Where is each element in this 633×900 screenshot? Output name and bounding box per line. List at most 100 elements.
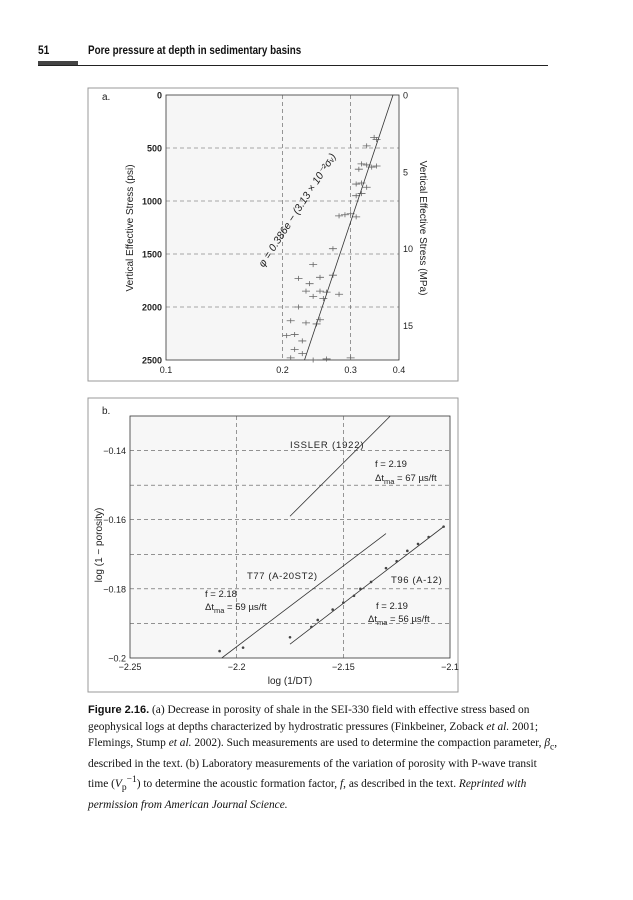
data-point	[352, 594, 356, 598]
data-point	[309, 357, 318, 363]
panel-b-label: b.	[102, 406, 110, 417]
data-point	[316, 274, 325, 280]
caption-etal: et al.	[486, 720, 510, 733]
x-tick-label: −2.15	[332, 662, 355, 672]
y-axis-label-psi: Vertical Effective Stress (psi)	[125, 164, 136, 291]
data-point	[352, 193, 361, 199]
data-point	[282, 333, 291, 339]
data-point	[301, 288, 310, 294]
data-point	[316, 288, 325, 294]
caption-text: 2002). Such measurements are used to det…	[191, 737, 545, 749]
fit-line	[304, 94, 394, 361]
data-point	[346, 355, 355, 361]
data-point	[328, 246, 337, 252]
data-point	[319, 296, 328, 302]
caption-text: ) to determine the acoustic formation fa…	[136, 778, 340, 791]
series-line	[221, 533, 387, 659]
y-right-tick-label: 10	[403, 244, 413, 254]
t77-dt: Δtma = 59 µs/ft	[205, 602, 267, 615]
y-axis-label-mpa: Vertical Effective Stress (MPa)	[417, 161, 428, 296]
y-tick-label: 1000	[142, 197, 162, 207]
caption-text: , described in the text. (b) Laboratory …	[88, 737, 558, 791]
data-point	[357, 180, 366, 186]
data-point	[406, 549, 409, 553]
header-rule	[38, 65, 548, 66]
caption-text: , as described in the text.	[343, 778, 459, 791]
data-point	[372, 163, 381, 169]
data-point	[294, 275, 303, 281]
t96-dt: Δtma = 56 µs/ft	[368, 614, 430, 627]
data-point	[288, 635, 292, 639]
data-point	[362, 143, 371, 149]
data-point	[340, 212, 349, 218]
data-point	[335, 291, 344, 297]
series-line	[289, 415, 391, 517]
data-point	[298, 338, 307, 344]
caption-vp: V	[114, 778, 122, 791]
series-line	[289, 526, 444, 645]
y-tick-label: 0	[157, 91, 162, 101]
caption-beta: β	[544, 737, 551, 749]
data-point	[384, 566, 388, 570]
data-point	[395, 559, 398, 563]
t77-label: T77 (A-20ST2)	[247, 571, 318, 582]
header-bar	[38, 61, 78, 66]
data-point	[301, 320, 310, 326]
issler-label: ISSLER (1922)	[290, 440, 364, 451]
data-point	[309, 293, 318, 299]
data-point	[316, 618, 320, 622]
caption-credit: Reprinted with permission from American …	[88, 778, 527, 811]
t77-f: f = 2.18	[205, 589, 237, 600]
y-axis-label: log (1 − porosity)	[94, 508, 105, 583]
data-point	[357, 161, 366, 167]
x-tick-label: 0.4	[393, 365, 406, 375]
y-right-tick-label: 5	[403, 167, 408, 177]
y-tick-label: 2000	[142, 303, 162, 313]
running-title: Pore pressure at depth in sedimentary ba…	[88, 43, 302, 57]
data-point	[357, 191, 366, 197]
issler-f: f = 2.19	[375, 459, 407, 470]
y-tick-label: −0.14	[103, 446, 126, 456]
data-point	[316, 317, 325, 323]
data-point	[331, 608, 334, 611]
caption-beta-sub: c	[550, 742, 555, 753]
x-tick-label: −2.1	[441, 662, 459, 672]
data-point	[416, 542, 420, 546]
data-point	[442, 525, 445, 528]
y-tick-label: 1500	[142, 250, 162, 260]
y-tick-label: −0.2	[108, 654, 126, 664]
data-point	[309, 262, 318, 268]
caption-vp-sup: −1	[126, 775, 137, 786]
issler-dt: Δtma = 67 µs/ft	[375, 473, 437, 486]
x-tick-label: −2.2	[228, 662, 246, 672]
data-point	[294, 304, 303, 310]
data-point	[218, 649, 221, 653]
x-axis-label: log (1/DT)	[268, 676, 312, 687]
y-tick-label: −0.16	[103, 515, 126, 525]
data-point	[298, 351, 307, 357]
caption-f: f	[339, 778, 344, 791]
figure-caption: Figure 2.16. (a) Decrease in porosity of…	[88, 702, 558, 813]
data-point	[359, 587, 362, 591]
t96-label: T96 (A-12)	[391, 575, 442, 586]
data-point	[370, 134, 379, 140]
y-right-tick-label: 15	[403, 321, 413, 331]
panel-a-label: a.	[102, 92, 110, 103]
t96-f: f = 2.19	[376, 601, 408, 612]
page-number: 51	[38, 43, 50, 57]
x-tick-label: −2.25	[119, 662, 142, 672]
x-tick-label: 0.3	[344, 365, 357, 375]
data-point	[352, 214, 361, 220]
data-point	[352, 181, 361, 187]
y-right-tick-label: 0	[403, 91, 408, 101]
data-point	[427, 535, 430, 539]
y-tick-label: 500	[147, 144, 162, 154]
data-point	[369, 580, 373, 584]
data-point	[305, 281, 314, 287]
caption-text: 2001; Flemings, Stump	[88, 720, 538, 750]
data-point	[342, 601, 345, 604]
data-point	[290, 332, 299, 338]
data-point	[241, 646, 245, 649]
